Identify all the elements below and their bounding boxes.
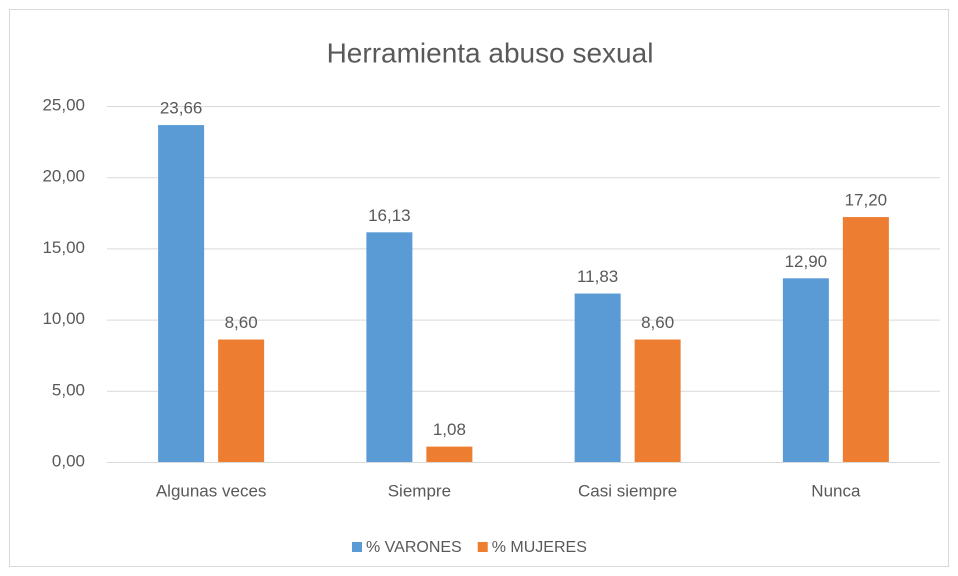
bar xyxy=(426,446,473,462)
bar xyxy=(842,217,889,462)
bar xyxy=(782,278,829,462)
x-tick-label: Nunca xyxy=(811,481,861,500)
y-tick-label: 20,00 xyxy=(42,167,85,186)
chart-title: Herramienta abuso sexual xyxy=(327,37,654,68)
data-label: 16,13 xyxy=(368,206,411,225)
y-tick-label: 10,00 xyxy=(42,309,85,328)
legend-swatch xyxy=(352,542,362,552)
y-tick-label: 0,00 xyxy=(52,451,85,470)
bar xyxy=(158,125,205,462)
bar xyxy=(366,232,413,462)
data-label: 11,83 xyxy=(577,267,618,286)
y-tick-label: 25,00 xyxy=(42,95,85,114)
x-tick-label: Casi siempre xyxy=(578,481,677,500)
data-label: 17,20 xyxy=(845,191,888,210)
bar xyxy=(574,293,621,462)
data-label: 23,66 xyxy=(160,99,203,118)
legend-label: % MUJERES xyxy=(492,539,587,556)
bar xyxy=(634,339,681,462)
x-tick-label: Siempre xyxy=(388,481,451,500)
y-tick-label: 5,00 xyxy=(52,380,85,399)
legend-label: % VARONES xyxy=(366,539,462,556)
data-label: 1,08 xyxy=(433,420,466,439)
y-tick-label: 15,00 xyxy=(42,238,85,257)
data-label: 8,60 xyxy=(225,313,258,332)
legend-swatch xyxy=(477,542,488,552)
data-label: 12,90 xyxy=(785,252,828,271)
bar xyxy=(218,339,265,462)
x-tick-label: Algunas veces xyxy=(156,481,267,500)
data-label: 8,60 xyxy=(641,313,674,332)
